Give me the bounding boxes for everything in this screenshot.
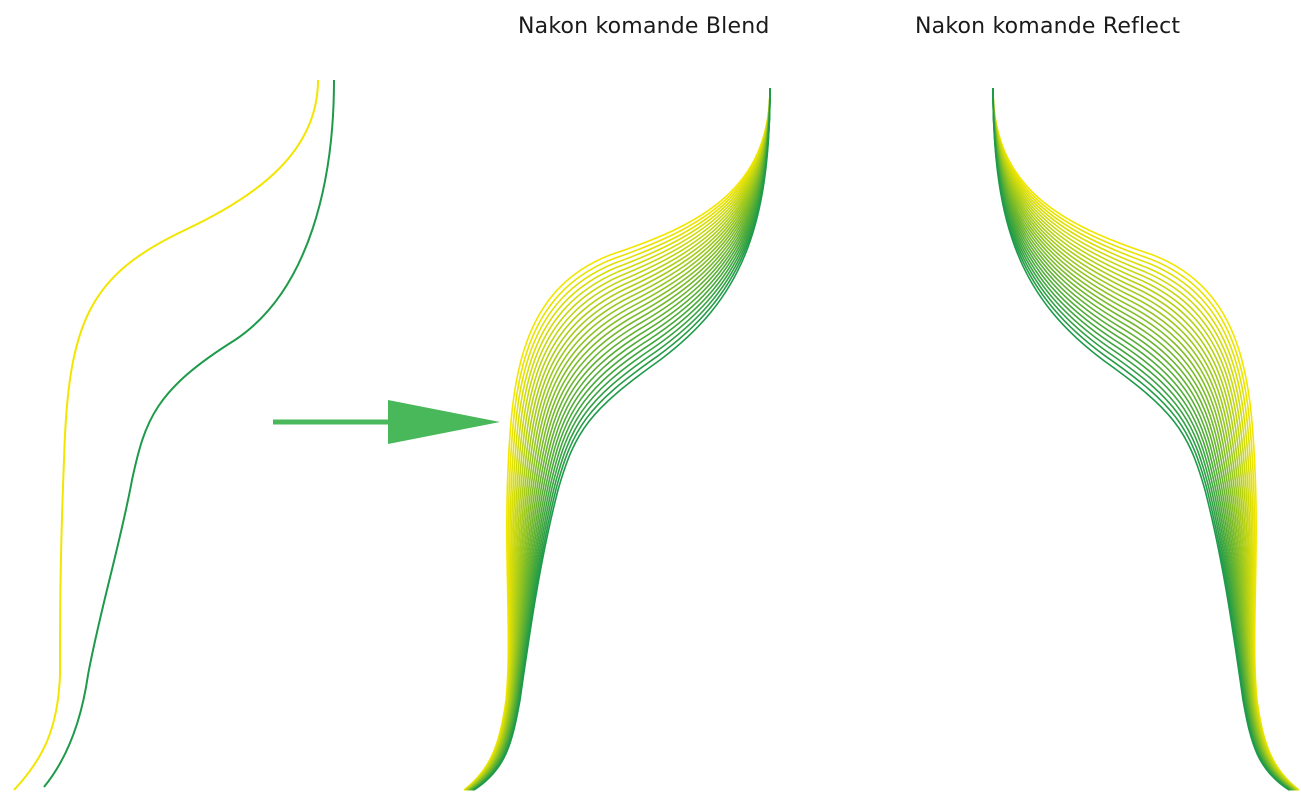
source-curves [13, 79, 335, 791]
blend-result-curves [463, 87, 771, 791]
caption-after-blend: Nakon komande Blend [518, 14, 770, 39]
reflect-step-curve [992, 87, 1290, 791]
yellow-source-curve [13, 79, 319, 791]
reflect-result-curves [992, 87, 1300, 791]
green-source-curve [43, 79, 335, 788]
blend-step-curve [473, 87, 771, 791]
arrow-right-icon [273, 400, 500, 444]
caption-after-reflect: Nakon komande Reflect [915, 14, 1181, 39]
